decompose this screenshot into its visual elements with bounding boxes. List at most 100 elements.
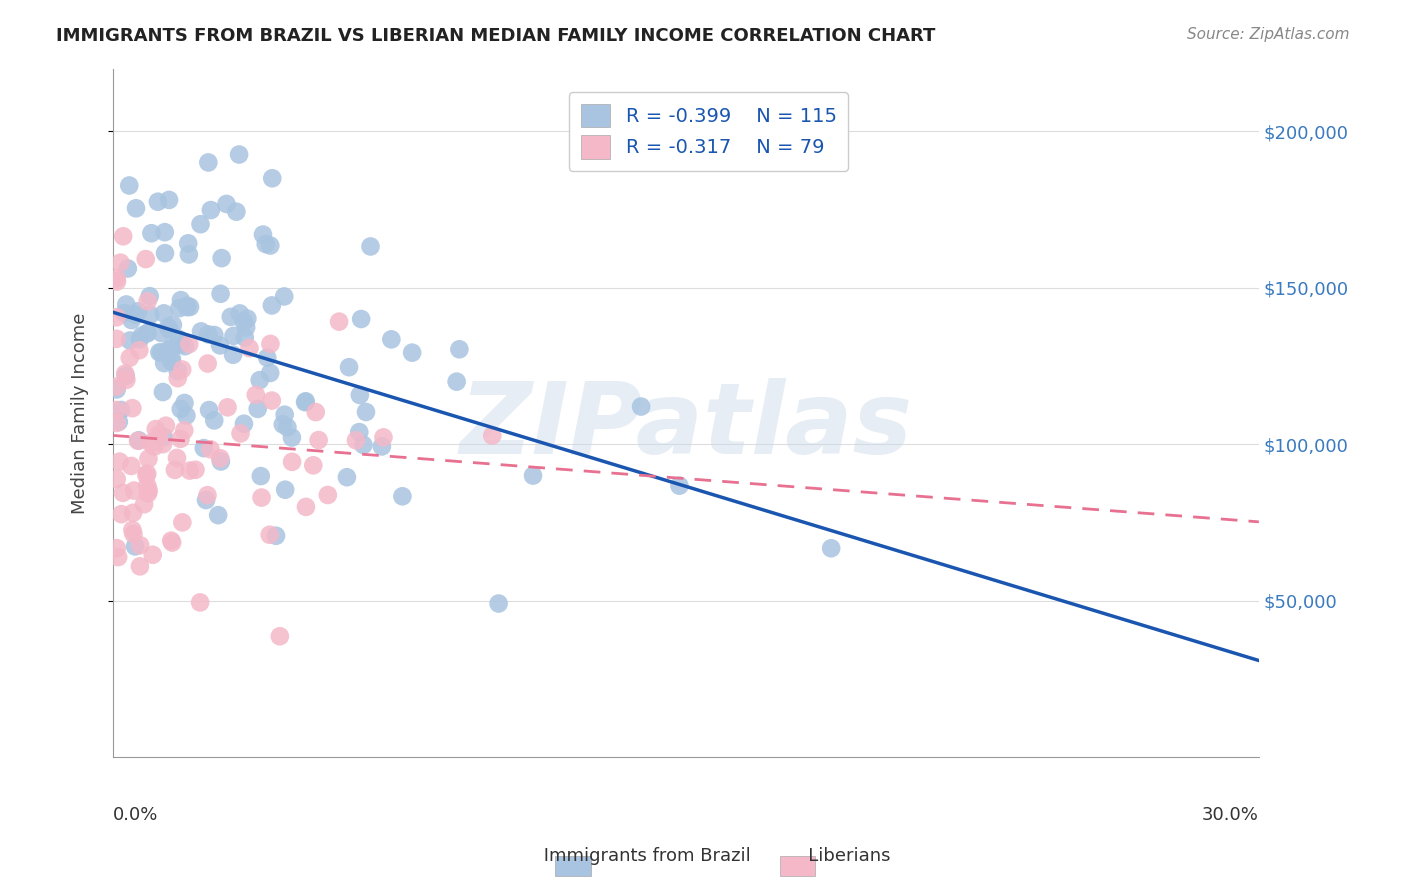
Point (136, 294, 159, 309)
Point (360, 239, 382, 253)
Point (336, 470, 359, 484)
Point (446, 375, 468, 389)
Point (117, 261, 139, 276)
Point (172, 362, 194, 376)
Point (142, 548, 165, 562)
Point (139, 308, 162, 322)
Point (215, 197, 238, 211)
Point (209, 451, 232, 466)
Text: Source: ZipAtlas.com: Source: ZipAtlas.com (1187, 27, 1350, 42)
Point (373, 430, 395, 444)
Point (294, 394, 316, 409)
Point (349, 425, 371, 439)
Point (128, 332, 150, 346)
Point (328, 315, 350, 329)
Point (135, 252, 157, 266)
Point (371, 440, 394, 454)
Point (139, 436, 162, 450)
Point (105, 275, 128, 289)
Point (197, 357, 219, 371)
Point (167, 332, 190, 346)
Point (145, 422, 167, 436)
Point (281, 431, 304, 445)
Y-axis label: Median Family Income: Median Family Income (72, 312, 89, 514)
Point (105, 332, 128, 346)
Point (118, 334, 141, 348)
Point (259, 238, 281, 252)
Point (170, 402, 193, 417)
Point (249, 373, 271, 387)
Point (197, 327, 219, 342)
Point (193, 441, 215, 455)
Point (135, 468, 157, 483)
Point (127, 434, 149, 448)
Point (233, 417, 256, 431)
Point (344, 434, 367, 448)
Point (177, 236, 200, 251)
Point (169, 301, 191, 315)
Point (235, 320, 257, 334)
Point (170, 293, 193, 307)
Point (308, 433, 330, 447)
Point (202, 413, 225, 427)
Point (211, 251, 233, 265)
Point (105, 541, 128, 556)
Point (110, 255, 132, 269)
Point (488, 597, 510, 611)
Point (198, 403, 221, 417)
Point (245, 388, 267, 402)
Point (157, 320, 180, 334)
Point (269, 629, 291, 643)
Point (157, 323, 180, 337)
Point (352, 438, 374, 452)
Point (246, 401, 269, 416)
Point (260, 393, 283, 408)
Point (128, 434, 150, 448)
Point (250, 491, 273, 505)
Point (125, 202, 148, 216)
Point (354, 405, 377, 419)
Point (481, 428, 503, 442)
Point (138, 451, 160, 466)
Point (136, 486, 159, 500)
Point (105, 472, 128, 486)
Point (190, 217, 212, 231)
Point (217, 401, 239, 415)
Point (401, 345, 423, 359)
Point (316, 488, 339, 502)
Point (160, 351, 183, 366)
Point (222, 348, 245, 362)
Point (166, 364, 188, 378)
Point (114, 306, 136, 320)
Point (160, 354, 183, 368)
Point (157, 193, 180, 207)
Point (136, 479, 159, 493)
Point (228, 147, 250, 161)
Point (152, 384, 174, 399)
Point (114, 368, 136, 383)
Point (122, 483, 145, 498)
Point (276, 420, 298, 434)
Point (232, 315, 254, 329)
Point (129, 559, 152, 574)
Point (172, 516, 194, 530)
Point (121, 313, 143, 327)
Point (166, 371, 188, 385)
Point (112, 229, 135, 244)
Point (208, 338, 231, 352)
Text: 30.0%: 30.0% (1202, 805, 1258, 823)
Point (188, 595, 211, 609)
Point (157, 343, 180, 357)
Point (173, 396, 195, 410)
Point (176, 299, 198, 313)
Point (207, 508, 229, 523)
Point (209, 454, 232, 468)
Point (111, 486, 134, 500)
Point (160, 533, 183, 548)
Point (294, 395, 316, 409)
Point (148, 345, 170, 359)
Point (105, 271, 128, 285)
Point (170, 337, 193, 351)
Point (305, 405, 328, 419)
Text: 0.0%: 0.0% (112, 805, 159, 823)
